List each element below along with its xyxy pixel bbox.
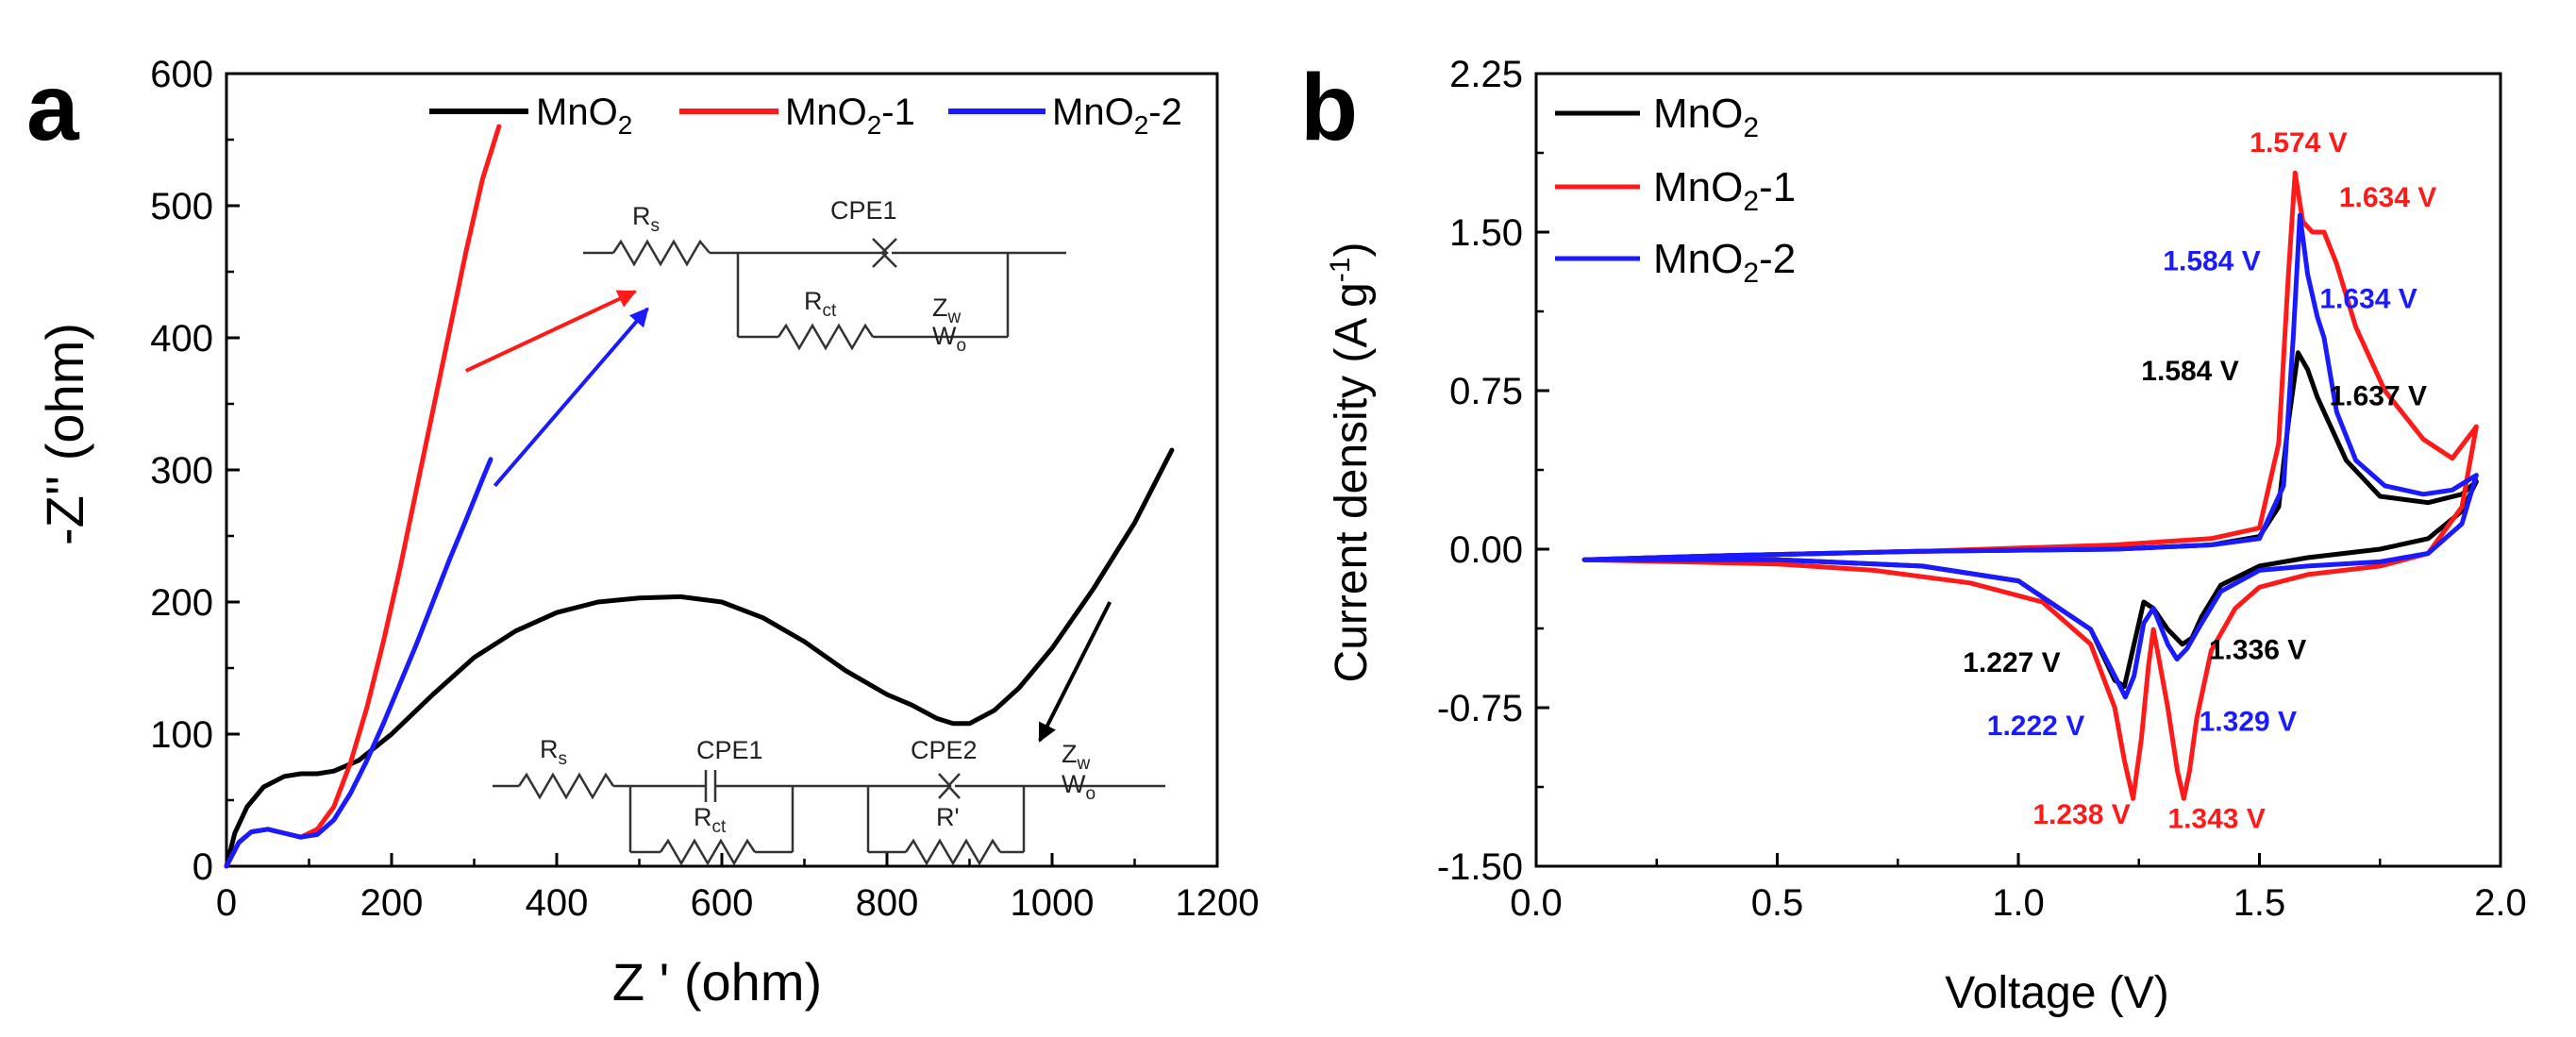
- peak-annotation: 1.336 V: [2209, 634, 2306, 665]
- circuit1-zw-label: Zw: [932, 293, 962, 327]
- x-tick-label: 0.5: [1751, 882, 1804, 924]
- circuit2-cpe1-label: CPE1: [696, 736, 763, 764]
- y-tick-label: 100: [150, 714, 213, 756]
- peak-annotation: 1.222 V: [1987, 711, 2084, 742]
- y-tick-label: 0.75: [1449, 371, 1523, 412]
- y-tick-label: 400: [150, 318, 213, 360]
- circuit2-cpe2-label: CPE2: [911, 736, 978, 764]
- y-tick-label: 500: [150, 186, 213, 227]
- arrow: [1038, 601, 1112, 743]
- annotations-b: 1.574 V 1.634 V 1.584 V 1.634 V 1.584 V 1.637…: [1963, 127, 2436, 835]
- series-line-mno2-2: [224, 457, 493, 869]
- arrows-a: [464, 290, 1112, 743]
- x-axis-label-a: Z ' (ohm): [612, 952, 822, 1012]
- y-tick-label: -0.75: [1437, 688, 1523, 729]
- y-axis-label-b: Current density (A g-1): [1325, 243, 1377, 683]
- peak-annotation: 1.227 V: [1963, 647, 2060, 678]
- peak-annotation: 1.634 V: [2319, 284, 2417, 315]
- legend-b-entry-mno2-2: MnO2-2: [1653, 236, 1796, 289]
- circuit2-rs-label: Rs: [540, 735, 567, 769]
- peak-annotation: 1.238 V: [2032, 799, 2130, 830]
- series-line-mno2-2: [1581, 212, 2479, 700]
- circuit-labels-1: Rs CPE1 Rct Zw Wo: [632, 196, 966, 356]
- y-tick-label: -1.50: [1437, 846, 1523, 888]
- arrow: [493, 307, 649, 488]
- circuit2-wo-label: Wo: [1062, 770, 1096, 804]
- y-tick-label: 1.50: [1449, 212, 1523, 254]
- x-tick-label: 800: [856, 882, 919, 924]
- ticks-b: 0.0 0.5 1.0 1.5 2.0 -1.50 -0.75 0.00 0.75 1.50 2.2…: [1437, 54, 2527, 924]
- peak-annotation: 1.634 V: [2339, 182, 2436, 213]
- x-tick-label: 600: [691, 882, 754, 924]
- y-tick-label: 300: [150, 450, 213, 492]
- peak-annotation: 1.343 V: [2167, 804, 2265, 835]
- panel-label-a: a: [26, 55, 80, 160]
- legend-a-entry-mno2-1: MnO2-1: [785, 92, 915, 140]
- arrow: [464, 290, 637, 373]
- x-tick-label: 1.0: [1992, 882, 2045, 924]
- series-b: [1581, 170, 2479, 801]
- legend-a-entry-mno2-2: MnO2-2: [1052, 92, 1182, 140]
- x-axis-label-b: Voltage (V): [1945, 968, 2168, 1018]
- circuit2-rct-label: Rct: [694, 803, 727, 837]
- circuit-diagram-1: [583, 238, 1066, 351]
- peak-annotation: 1.584 V: [2163, 245, 2260, 276]
- legend-b: MnO2 MnO2-1 MnO2-2: [1555, 91, 1796, 289]
- x-tick-label: 400: [526, 882, 589, 924]
- circuit-labels-2: Rs CPE1 Rct CPE2 R' Zw Wo: [540, 735, 1096, 837]
- panel-label-b: b: [1300, 55, 1358, 160]
- circuit1-rs-label: Rs: [632, 202, 660, 236]
- y-tick-label: 0: [192, 846, 213, 888]
- legend-b-entry-mno2: MnO2: [1653, 91, 1759, 143]
- legend-a-entry-mno2: MnO2: [536, 92, 632, 140]
- x-tick-label: 2.0: [2474, 882, 2527, 924]
- circuit2-rp-label: R': [936, 803, 960, 831]
- panel-a: 0 200 400 600 800 1000 1200 0 100 200 300 400 500 600…: [35, 54, 1259, 1012]
- x-tick-label: 1200: [1176, 882, 1260, 924]
- peak-annotation: 1.584 V: [2141, 356, 2238, 387]
- panel-b: 0.0 0.5 1.0 1.5 2.0 -1.50 -0.75 0.00 0.75 1.50 2.2…: [1325, 54, 2527, 1018]
- x-tick-label: 1.5: [2233, 882, 2286, 924]
- peak-annotation: 1.574 V: [2250, 127, 2347, 159]
- x-tick-label: 200: [360, 882, 424, 924]
- legend-b-entry-mno2-1: MnO2-1: [1653, 164, 1796, 217]
- y-axis-label-a: -Z'' (ohm): [35, 323, 94, 545]
- peak-annotation: 1.329 V: [2200, 707, 2297, 738]
- series-line-mno2: [224, 447, 1175, 869]
- circuit1-wo-label: Wo: [932, 322, 966, 356]
- y-tick-label: 2.25: [1449, 54, 1523, 95]
- x-tick-label: 0: [216, 882, 237, 924]
- peak-annotation: 1.637 V: [2330, 381, 2427, 412]
- series-line-mno2: [1581, 350, 2479, 690]
- y-tick-label: 200: [150, 582, 213, 624]
- circuit2-zw-label: Zw: [1062, 740, 1091, 774]
- circuit1-cpe-label: CPE1: [830, 196, 897, 225]
- x-tick-label: 0.0: [1510, 882, 1563, 924]
- y-tick-label: 0.00: [1449, 529, 1523, 571]
- x-tick-label: 1000: [1011, 882, 1095, 924]
- series-a: [224, 124, 1175, 869]
- legend-a: MnO2 MnO2-1 MnO2-2: [429, 92, 1182, 140]
- circuit-diagram-2: [493, 770, 1165, 866]
- y-tick-label: 600: [150, 54, 213, 95]
- circuit1-rct-label: Rct: [804, 287, 837, 321]
- series-line-mno2-1: [1581, 170, 2479, 801]
- ticks-a: 0 200 400 600 800 1000 1200 0 100 200 300 400 500 600: [150, 54, 1259, 924]
